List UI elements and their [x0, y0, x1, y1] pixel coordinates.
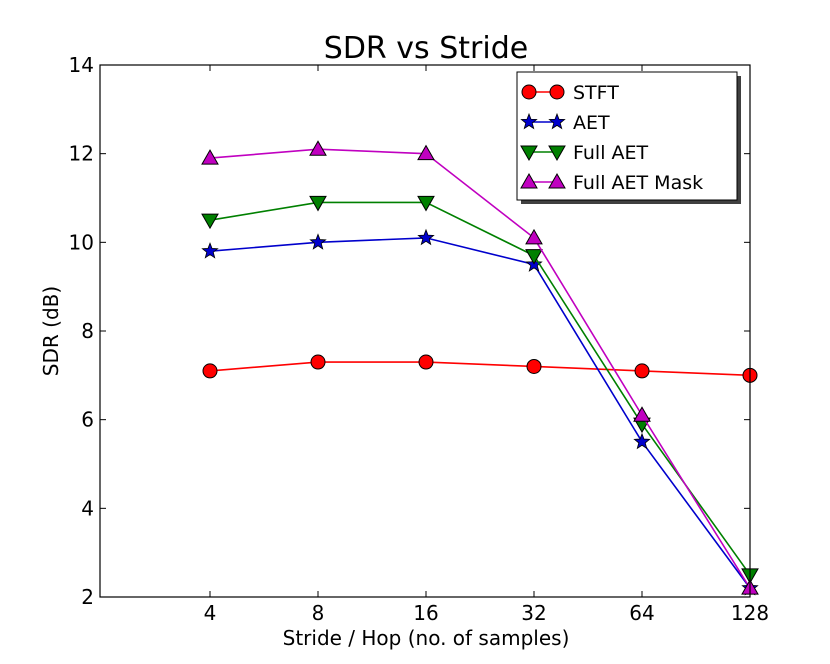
data-point-stft: [634, 363, 650, 379]
data-point-full-aet: [309, 195, 327, 212]
series-line-stft: [209, 361, 751, 377]
x-tick-label: 8: [312, 601, 325, 625]
legend-marker-aet: [520, 112, 538, 130]
legend-marker-full-aet-mask: [520, 172, 538, 189]
x-tick-label: 32: [521, 601, 546, 625]
data-point-stft: [418, 354, 434, 370]
y-tick-label: 8: [81, 319, 94, 343]
data-point-full-aet-mask: [201, 149, 219, 165]
y-tick-label: 12: [69, 142, 94, 166]
data-point-stft: [526, 358, 542, 374]
legend-label-stft: STFT: [573, 82, 619, 104]
y-tick-label: 14: [69, 53, 94, 77]
data-point-full-aet: [525, 249, 543, 265]
axis-ticks: 4 8 16 32 64 128 2 4 6 8 10 12 14: [69, 53, 770, 625]
legend-label-aet: AET: [573, 112, 610, 134]
data-point-aet: [309, 233, 327, 250]
x-axis-label: Stride / Hop (no. of samples): [283, 626, 570, 650]
data-point-full-aet-mask: [525, 228, 543, 245]
data-point-full-aet: [417, 195, 435, 212]
data-point-full-aet-mask: [417, 144, 435, 161]
y-axis-label: SDR (dB): [39, 286, 63, 376]
legend-label-full-aet: Full AET: [573, 142, 649, 164]
chart-title: SDR vs Stride: [324, 31, 528, 66]
x-tick-label: 4: [204, 601, 217, 625]
legend-marker-full-aet: [548, 145, 566, 162]
x-tick-label: 64: [629, 601, 654, 625]
plot-frame: [99, 64, 751, 598]
series-full-aet-mask: [201, 140, 759, 595]
data-point-full-aet-mask: [309, 140, 327, 156]
x-tick-label: 16: [413, 601, 438, 625]
series-layer: [201, 140, 759, 596]
series-line-full-aet-mask: [209, 148, 751, 589]
data-point-aet: [633, 432, 651, 450]
y-tick-label: 4: [81, 496, 94, 520]
legend-marker-full-aet: [520, 145, 538, 162]
y-tick-label: 10: [69, 230, 94, 254]
data-point-stft: [310, 354, 326, 370]
legend-marker-aet: [548, 112, 566, 130]
data-point-full-aet: [201, 213, 219, 230]
x-tick-label: 128: [731, 601, 769, 625]
legend-marker-full-aet-mask: [548, 172, 566, 189]
data-point-aet: [417, 228, 435, 246]
y-tick-label: 2: [81, 585, 94, 609]
legend: STFT AET Full AET Full AET Mask: [516, 71, 741, 204]
data-point-full-aet-mask: [633, 406, 651, 422]
legend-label-full-aet-mask: Full AET Mask: [573, 172, 703, 194]
series-full-aet: [201, 195, 759, 584]
series-stft: [202, 354, 758, 383]
series-line-aet: [209, 237, 751, 589]
series-line-full-aet: [209, 201, 751, 576]
data-point-stft: [202, 363, 218, 379]
series-aet: [201, 228, 759, 596]
legend-marker-stft: [549, 84, 565, 100]
y-tick-label: 6: [81, 408, 94, 432]
legend-marker-stft: [521, 84, 537, 100]
data-point-aet: [201, 242, 219, 259]
